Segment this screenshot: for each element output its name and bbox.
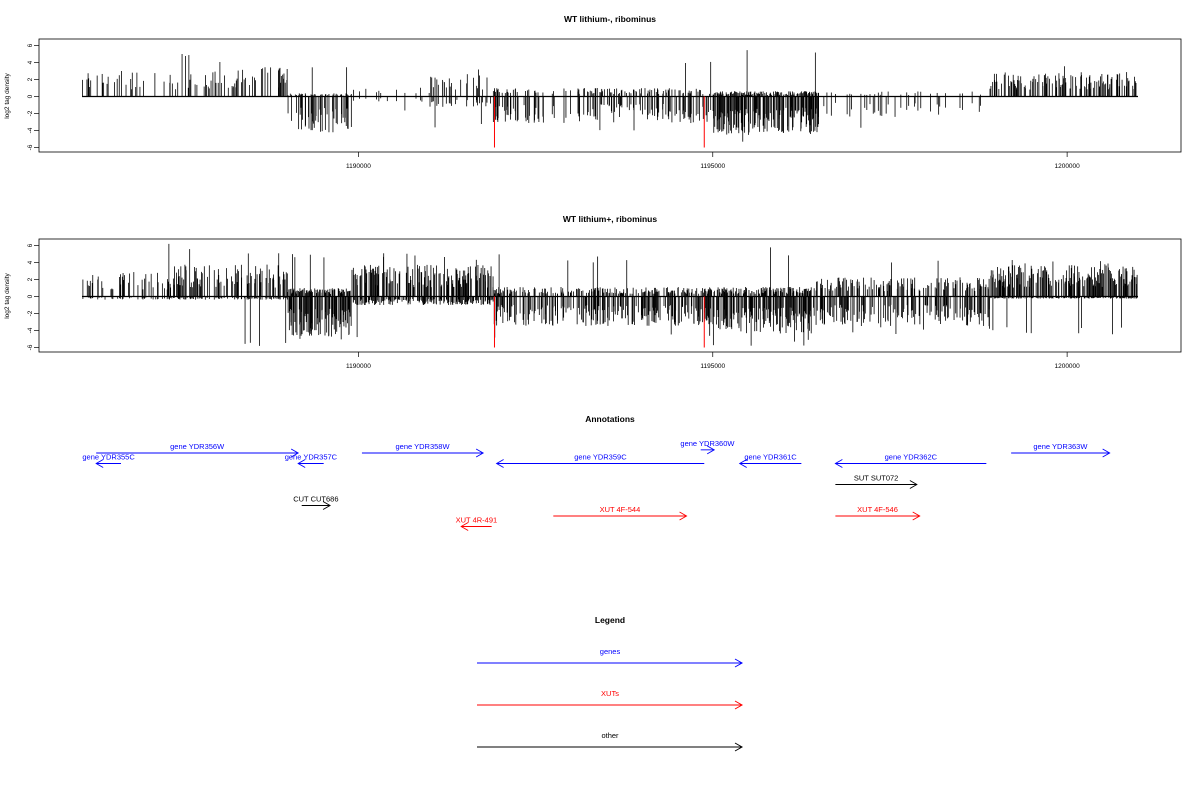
feature-label: XUT 4F-546 [857,505,898,514]
y-tick-label: 0 [27,94,34,98]
feature-arrow-head [834,459,843,468]
legend-item-genes: genes [477,647,744,668]
feature-arrow-head [460,522,469,531]
y-tick-label: -4 [27,327,34,333]
feature-arrow-head [322,501,331,510]
annotation-feature: CUT CUT686 [293,495,339,510]
x-tick-label: 1195000 [700,163,725,170]
y-tick-label: -4 [27,127,34,133]
feature-arrow-head [495,459,504,468]
y-tick-label: -6 [27,144,34,150]
panel-title: WT lithium-, ribominus [564,14,656,24]
y-tick-label: -6 [27,344,34,350]
y-tick-label: -2 [27,110,34,116]
legend-label: genes [600,647,621,656]
x-tick-label: 1190000 [346,363,371,370]
feature-label: gene YDR358W [396,442,451,451]
feature-arrow-head [297,459,306,468]
annotation-feature: XUT 4F-546 [835,505,921,521]
plot-frame [38,238,1182,353]
feature-arrow-head [475,448,485,458]
annotation-feature: gene YDR363W [1011,442,1111,458]
legend-items: genes XUTs other [477,647,744,752]
y-axis-label: log2 tag density [4,72,11,118]
feature-arrow-head [912,511,921,521]
feature-label: gene YDR357C [285,453,338,462]
annotation-feature: gene YDR360W [680,439,735,455]
x-axis: 1190000 1195000 1200000 [346,152,1080,170]
feature-arrow-head [738,459,747,468]
signal-bars [82,243,1138,348]
annotation-feature: XUT 4F-544 [553,505,688,521]
track-panel-lithium-minus: WT lithium-, ribominus log2 tag density … [4,14,1182,170]
y-axis-label: log2 tag density [4,272,11,318]
annotation-feature: gene YDR355C [82,453,135,468]
legend-label: XUTs [601,689,619,698]
feature-arrow-head [909,480,918,489]
legend-item-xuts: XUTs [477,689,744,710]
feature-label: gene YDR356W [170,442,225,451]
feature-arrow-head [95,459,104,468]
feature-label: CUT CUT686 [293,495,338,504]
feature-label: gene YDR355C [82,453,135,462]
y-axis: -6 -4 -2 0 2 4 6 [27,43,39,150]
track-panel-lithium-plus: WT lithium+, ribominus log2 tag density … [4,214,1182,370]
panel-title: WT lithium+, ribominus [563,214,657,224]
feature-arrow-head [679,511,688,521]
annotation-feature: gene YDR357C [285,453,338,468]
annotation-feature: gene YDR358W [361,442,485,458]
legend-arrow-head [734,700,744,710]
annotation-feature: gene YDR362C [834,453,987,468]
y-axis: -6 -4 -2 0 2 4 6 [27,243,39,350]
legend-arrow-head [734,658,744,668]
x-tick-label: 1190000 [346,163,371,170]
y-tick-label: 4 [27,60,34,64]
y-tick-label: 6 [27,43,34,47]
annotation-feature: gene YDR361C [738,453,802,468]
y-tick-label: 0 [27,294,34,298]
annotation-feature: gene YDR359C [495,453,705,468]
y-tick-label: 2 [27,77,34,81]
feature-label: gene YDR360W [680,439,735,448]
feature-label: gene YDR362C [885,453,938,462]
annotation-feature: gene YDR356W [96,442,300,458]
y-tick-label: 6 [27,243,34,247]
feature-label: gene YDR363W [1033,442,1088,451]
feature-label: XUT 4R-491 [456,516,498,525]
x-tick-label: 1200000 [1054,163,1080,170]
annotation-feature: SUT SUT072 [835,474,918,489]
y-tick-label: -2 [27,310,34,316]
x-axis: 1190000 1195000 1200000 [346,352,1080,370]
y-tick-label: 4 [27,260,34,264]
legend-panel: Legend genes XUTs other [477,615,744,752]
feature-arrow-head [706,445,716,455]
feature-label: gene YDR361C [744,453,797,462]
annotations-title: Annotations [585,414,635,424]
legend-item-other: other [477,731,744,752]
annotation-features: gene YDR355C gene YDR356W gene YDR357C gene… [82,439,1111,531]
feature-arrow-head [1102,448,1111,458]
feature-label: XUT 4F-544 [600,505,641,514]
y-tick-label: 2 [27,277,34,281]
signal-bars [82,50,1138,148]
annotation-feature: XUT 4R-491 [456,516,498,531]
x-tick-label: 1200000 [1054,363,1080,370]
legend-title: Legend [595,615,625,625]
feature-label: SUT SUT072 [854,474,898,483]
feature-arrow-head [290,448,300,458]
feature-label: gene YDR359C [574,453,627,462]
legend-label: other [601,731,619,740]
plot-frame [38,38,1182,153]
x-tick-label: 1195000 [700,363,725,370]
legend-arrow-head [734,742,744,752]
